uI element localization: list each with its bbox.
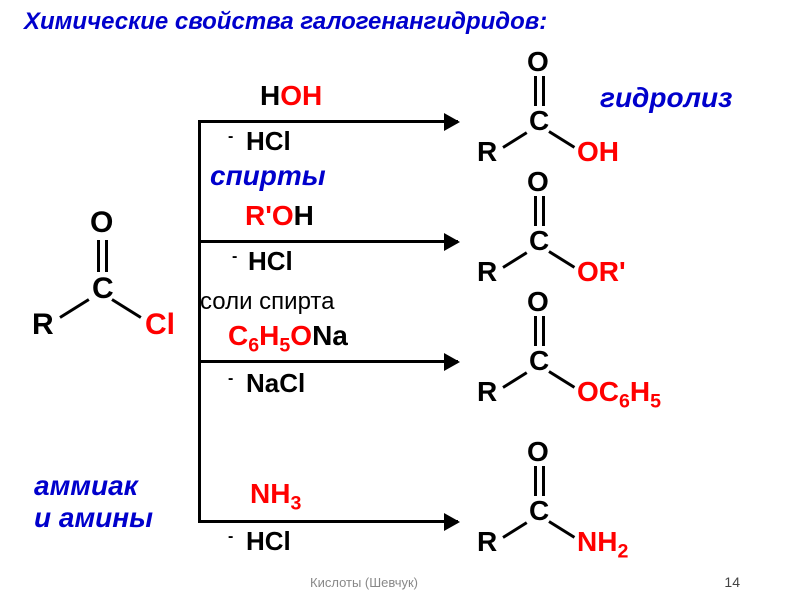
byproduct-nacl: NaCl xyxy=(246,368,305,399)
label-alcohol-salts: соли спирта xyxy=(200,288,334,316)
label-amines: и амины xyxy=(34,502,153,534)
minus-icon: - xyxy=(232,248,237,266)
bond xyxy=(542,466,545,496)
page-number: 14 xyxy=(724,574,740,590)
atom-r: R xyxy=(477,136,497,168)
arrow-1 xyxy=(198,120,458,123)
bond xyxy=(534,466,537,496)
bond xyxy=(548,130,575,148)
bond xyxy=(542,316,545,346)
bond xyxy=(105,240,108,272)
bond xyxy=(534,316,537,346)
arrow-2 xyxy=(198,240,458,243)
bond xyxy=(534,196,537,226)
na: Na xyxy=(312,320,348,351)
c: C xyxy=(228,320,248,351)
byproduct-hcl-2: HCl xyxy=(248,246,293,277)
atom-cl: Cl xyxy=(145,308,175,342)
footer-text: Кислоты (Шевчук) xyxy=(310,575,418,590)
nh: NH xyxy=(577,526,617,557)
h: H xyxy=(259,320,279,351)
atom-c: C xyxy=(529,495,549,527)
atom-o: O xyxy=(527,46,549,78)
bond xyxy=(502,131,527,148)
sub3: 3 xyxy=(290,493,301,515)
label-ammonia: аммиак xyxy=(34,470,138,502)
atom-r: R xyxy=(477,256,497,288)
h: H xyxy=(630,376,650,407)
bond xyxy=(111,298,141,319)
bond xyxy=(548,370,575,388)
bond xyxy=(97,240,100,272)
bond xyxy=(542,76,545,106)
atom-r: R xyxy=(477,376,497,408)
atom-o: O xyxy=(527,166,549,198)
sub5: 5 xyxy=(650,391,661,413)
arrow-4 xyxy=(198,520,458,523)
oc: OC xyxy=(577,376,619,407)
reagent-alcohol: R'OH xyxy=(245,200,314,232)
atom-c: C xyxy=(529,225,549,257)
byproduct-hcl-1: HCl xyxy=(246,126,291,157)
group-or: OR' xyxy=(577,256,626,288)
reagent-water: HOH xyxy=(260,80,322,112)
h: H xyxy=(294,200,314,231)
bond xyxy=(548,520,575,538)
arrow-3 xyxy=(198,360,458,363)
minus-icon: - xyxy=(228,128,233,146)
sub6: 6 xyxy=(619,391,630,413)
bond xyxy=(502,371,527,388)
group-oh: OH xyxy=(577,136,619,168)
minus-icon: - xyxy=(228,370,233,388)
atom-o: O xyxy=(90,206,113,240)
atom-r: R xyxy=(32,308,54,342)
minus-icon: - xyxy=(228,528,233,546)
label-hydrolysis: гидролиз xyxy=(600,82,732,114)
o: O xyxy=(290,320,312,351)
reagent-phenoxide: C6H5ONa xyxy=(228,320,348,358)
arrow-origin-line xyxy=(198,120,201,520)
bond xyxy=(502,251,527,268)
nh: NH xyxy=(250,478,290,509)
atom-r: R xyxy=(477,526,497,558)
sub6: 6 xyxy=(248,335,259,357)
group-oc6h5: OC6H5 xyxy=(577,376,661,414)
sub5: 5 xyxy=(279,335,290,357)
atom-c: C xyxy=(529,345,549,377)
atom-o: O xyxy=(527,286,549,318)
bond xyxy=(534,76,537,106)
atom-c: C xyxy=(529,105,549,137)
atom-o: O xyxy=(527,436,549,468)
page-title: Химические свойства галогенангидридов: xyxy=(24,8,547,36)
bond xyxy=(59,298,89,319)
reagent-ammonia: NH3 xyxy=(250,478,301,516)
bond xyxy=(542,196,545,226)
group-nh2: NH2 xyxy=(577,526,628,564)
ro: R'O xyxy=(245,200,294,231)
label-alcohols: спирты xyxy=(210,160,326,192)
bond xyxy=(548,250,575,268)
bond xyxy=(502,521,527,538)
byproduct-hcl-4: HCl xyxy=(246,526,291,557)
oh: OH xyxy=(280,80,322,111)
h: H xyxy=(260,80,280,111)
sub2: 2 xyxy=(617,541,628,563)
